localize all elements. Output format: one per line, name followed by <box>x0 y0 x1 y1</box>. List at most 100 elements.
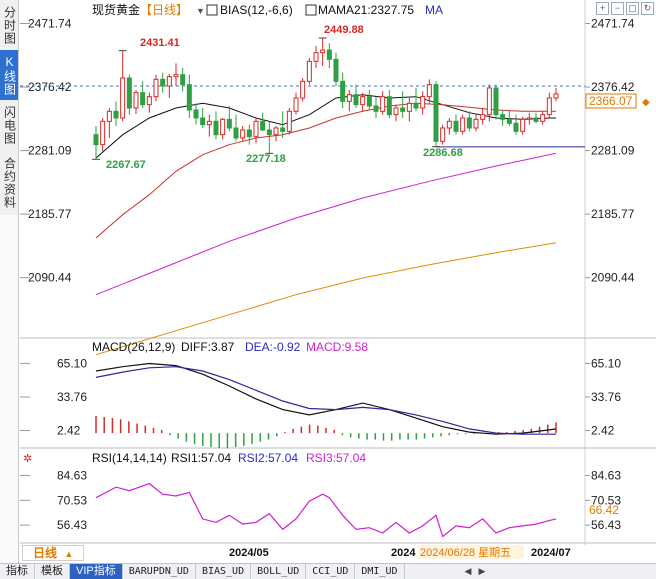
tab-barupdn[interactable]: BARUPDN_UD <box>123 564 196 579</box>
candle-body <box>420 96 426 109</box>
candle-body <box>493 87 499 116</box>
macd-tick-label-left: 2.42 <box>57 424 81 438</box>
candle-body <box>460 117 466 132</box>
candle-body <box>533 117 539 122</box>
candle-body <box>513 122 519 132</box>
candle-body <box>553 93 559 99</box>
tab-vip-indicators[interactable]: VIP指标 <box>70 564 123 579</box>
low-label-2: 2277.18 <box>246 153 286 165</box>
main-header: 现货黄金 【日线】 ▼ BIAS(12,-6,6) MAMA21:2327.75… <box>92 2 443 17</box>
rsi-header: ✲ RSI(14,14,14) RSI1:57.04 RSI2:57.04 RS… <box>23 451 366 465</box>
rsi-axis: 84.63 84.63 70.53 70.53 56.43 56.43 <box>20 468 621 532</box>
candle-body <box>346 94 352 102</box>
tab-templates[interactable]: 模板 <box>35 564 70 579</box>
price-tick-label-right: 2376.42 <box>591 80 635 94</box>
price-tick-label-left: 2281.09 <box>28 144 72 158</box>
candle-body <box>286 110 292 132</box>
macd-diff: DIFF:3.87 <box>181 340 235 354</box>
scroll-right-icon[interactable]: ▶ <box>478 566 486 576</box>
macd-histogram <box>95 416 557 449</box>
zoom-in-icon[interactable]: + <box>596 2 609 15</box>
gear-icon[interactable]: ✲ <box>23 453 32 465</box>
side-tab-timeshare[interactable]: 分时图 <box>0 0 19 50</box>
candle-body <box>453 120 459 132</box>
ma-label: MA <box>425 3 443 17</box>
tab-bias[interactable]: BIAS_UD <box>196 564 252 579</box>
rsi3-value: RSI3:57.04 <box>306 451 366 465</box>
side-tab-flash[interactable]: 闪电图 <box>0 100 19 150</box>
price-axis: 2471.74 2471.74 2376.42 2376.42 2281.09 2281.… <box>20 17 635 285</box>
cursor-date: 2024/06/28 星期五 <box>420 546 511 559</box>
window-icon[interactable]: ▢ <box>626 2 639 15</box>
bottom-indicator-bar: 指标 模板 VIP指标 BARUPDN_UD BIAS_UD BOLL_UD C… <box>0 563 656 579</box>
candle-body <box>186 84 192 111</box>
tab-boll[interactable]: BOLL_UD <box>251 564 307 579</box>
rsi-tick-label-right: 84.63 <box>591 468 621 482</box>
ma-line-3 <box>95 242 557 356</box>
candle-body <box>520 118 526 132</box>
candle-body <box>546 97 552 116</box>
last-price-value: 2366.07 <box>589 94 633 108</box>
mama-label: MAMA21:2327.75 <box>318 3 414 17</box>
candle-body <box>466 117 472 129</box>
rsi-line <box>95 482 557 538</box>
candle-body <box>113 110 119 119</box>
side-tab-kline[interactable]: K线图 <box>0 50 19 100</box>
candle-body <box>293 97 299 112</box>
ma-line-1 <box>95 102 556 239</box>
candle-body <box>333 58 339 82</box>
tab-cci[interactable]: CCI_UD <box>306 564 356 579</box>
macd-title: MACD(26,12,9) <box>92 340 175 354</box>
price-tick-label-right: 2281.09 <box>591 144 635 158</box>
price-tick-label-left: 2090.44 <box>28 271 72 285</box>
candle-body <box>373 105 379 112</box>
side-tab-label: 合约资料 <box>2 156 17 209</box>
candle-body <box>473 118 479 129</box>
candle-body <box>206 120 212 126</box>
macd-lines <box>95 362 557 435</box>
side-tab-contract-info[interactable]: 合约资料 <box>0 150 19 215</box>
candle-body <box>200 117 206 126</box>
bell-icon: ◆ <box>642 97 650 108</box>
kline-chart[interactable]: 现货黄金 【日线】 ▼ BIAS(12,-6,6) MAMA21:2327.75… <box>0 0 656 563</box>
candle-body <box>480 114 486 120</box>
candle-body <box>413 102 419 109</box>
candle-body <box>446 120 452 129</box>
candle-body <box>253 120 259 138</box>
price-annotations: 2431.41 2449.88 2267.67 2277.18 2286.68 <box>92 24 463 171</box>
period-button[interactable]: 日线 ▲ <box>22 545 84 561</box>
candle-body <box>193 109 199 119</box>
low-label-3: 2286.68 <box>423 147 463 159</box>
rsi-series-line <box>95 482 557 538</box>
candle-body <box>133 92 139 109</box>
candle-body <box>540 114 546 122</box>
rsi-tick-label-left: 84.63 <box>57 468 87 482</box>
candle-body <box>313 52 319 62</box>
candle-body <box>180 74 186 86</box>
macd-dea-line <box>95 366 556 435</box>
chevron-icon[interactable]: ▼ <box>196 6 205 16</box>
tab-indicators[interactable]: 指标 <box>0 564 35 579</box>
candle-body <box>440 127 446 142</box>
candle-body <box>486 87 492 116</box>
bias-swatch <box>206 4 218 16</box>
rsi-tick-label-right: 70.53 <box>591 493 621 507</box>
macd-tick-label-right: 2.42 <box>591 424 615 438</box>
ma-line-2 <box>95 152 557 296</box>
candle-body <box>240 129 246 139</box>
candle-body <box>106 110 112 122</box>
bias-label: BIAS(12,-6,6) <box>220 3 293 17</box>
candle-body <box>526 117 532 120</box>
candle-body <box>173 74 179 78</box>
candle-body <box>220 118 226 136</box>
candle-body <box>280 127 286 132</box>
zoom-out-icon[interactable]: − <box>611 2 624 15</box>
tab-dmi[interactable]: DMI_UD <box>355 564 405 579</box>
price-tick-label-left: 2471.74 <box>28 17 72 31</box>
candle-body <box>273 127 279 136</box>
side-tab-label: K线图 <box>2 54 17 96</box>
candle-body <box>360 96 366 106</box>
macd-tick-label-left: 65.10 <box>57 356 87 370</box>
scroll-left-icon[interactable]: ◀ <box>464 566 472 576</box>
refresh-icon[interactable]: ↻ <box>641 2 654 15</box>
